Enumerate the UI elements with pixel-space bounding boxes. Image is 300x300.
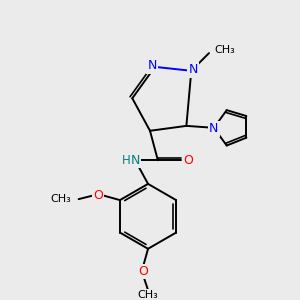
Text: O: O [93,189,103,202]
Text: N: N [131,154,140,167]
Text: CH₃: CH₃ [214,45,235,55]
Text: N: N [147,59,157,72]
Text: O: O [138,265,148,278]
Text: O: O [183,154,193,167]
Text: N: N [209,122,219,135]
Text: CH₃: CH₃ [138,290,158,300]
Text: CH₃: CH₃ [50,194,71,204]
Text: N: N [189,63,198,76]
Text: H: H [122,154,130,167]
